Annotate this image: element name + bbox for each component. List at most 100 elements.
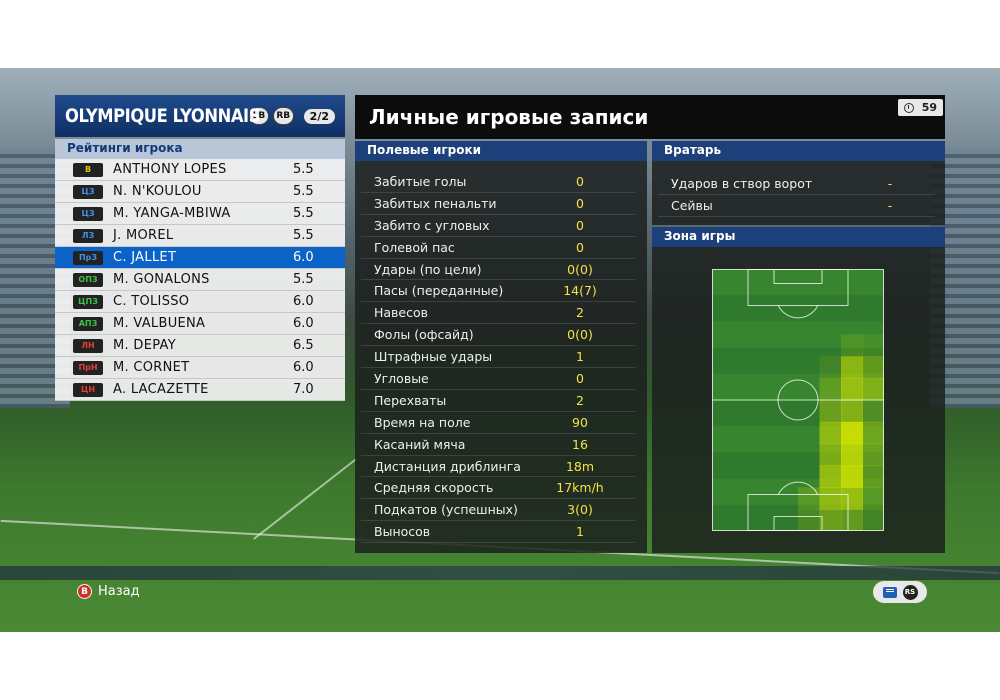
chat-control[interactable]: RS [873, 581, 927, 603]
center-circle [777, 379, 819, 421]
stat-row: Голевой пас 0 [361, 237, 635, 259]
bottom-goal-box [773, 516, 823, 531]
heatmap-cell [862, 465, 884, 488]
goalkeeper-panel: Вратарь Ударов в створ ворот - Сейвы - [652, 141, 945, 225]
stat-label: Выносов [374, 524, 431, 540]
stat-value: 14(7) [563, 283, 597, 299]
field-players-title: Полевые игроки [355, 141, 647, 161]
player-row[interactable]: ЛН M. DEPAY 6.5 [55, 335, 345, 357]
player-name: M. YANGA-MBIWA [113, 206, 231, 221]
timer: 59 [897, 99, 943, 116]
team-panel: OLYMPIQUE LYONNAIS LB RB 2/2 Рейтинги иг… [55, 95, 345, 401]
stat-row: Подкатов (успешных) 3(0) [361, 499, 635, 522]
heatmap-cell [819, 443, 842, 466]
heatmap-cell [862, 487, 884, 510]
heatmap-cell [819, 378, 842, 401]
play-zone-panel: Зона игры [652, 227, 945, 553]
team-name: OLYMPIQUE LYONNAIS [65, 105, 261, 127]
player-name: M. DEPAY [113, 338, 176, 353]
player-name: C. TOLISSO [113, 294, 190, 309]
stat-label: Голевой пас [374, 239, 455, 255]
player-row[interactable]: В ANTHONY LOPES 5.5 [55, 159, 345, 181]
player-rating: 5.5 [293, 184, 314, 199]
player-name: N. N'KOULOU [113, 184, 202, 199]
heatmap-cell [798, 487, 820, 510]
stat-label: Угловые [374, 370, 429, 386]
stat-row: Фолы (офсайд) 0(0) [361, 324, 635, 347]
records-panel: Личные игровые записи 59 Полевые игроки … [355, 95, 945, 553]
stat-label: Дистанция дриблинга [374, 458, 521, 474]
stat-value: 18m [565, 458, 595, 474]
stat-label: Средняя скорость [374, 480, 494, 496]
goalkeeper-stats-list: Ударов в створ ворот - Сейвы - [652, 161, 945, 217]
player-row[interactable]: ПрН M. CORNET 6.0 [55, 357, 345, 379]
heatmap-cell [819, 487, 842, 510]
back-control[interactable]: B Назад [77, 584, 140, 599]
position-badge: ПрН [73, 360, 103, 375]
stat-value: 2 [576, 392, 584, 408]
heatmap-cell [841, 443, 863, 466]
player-row[interactable]: АПЗ M. VALBUENA 6.0 [55, 313, 345, 335]
player-row[interactable]: ЦПЗ C. TOLISSO 6.0 [55, 291, 345, 313]
heatmap-cell [819, 465, 842, 488]
player-row[interactable]: ЛЗ J. MOREL 5.5 [55, 225, 345, 247]
stat-value: 0(0) [567, 327, 593, 343]
stat-label: Пасы (переданные) [374, 283, 504, 299]
stat-label: Забито с угловых [374, 217, 490, 233]
advertising-board [0, 566, 1000, 580]
top-penalty-arc [777, 304, 819, 319]
gk-stat-value: - [887, 198, 893, 213]
position-badge: ЦПЗ [73, 294, 103, 309]
stat-label: Удары (по цели) [374, 261, 482, 277]
stat-row: Касаний мяча 16 [361, 434, 635, 456]
rb-button[interactable]: RB [272, 107, 294, 125]
player-row[interactable]: ЦЗ M. YANGA-MBIWA 5.5 [55, 203, 345, 225]
player-row[interactable]: ПрЗ C. JALLET 6.0 [55, 247, 345, 269]
stat-value: 1 [576, 524, 584, 540]
back-label: Назад [98, 584, 140, 599]
heatmap-cell [819, 509, 842, 531]
stat-row: Штрафные удары 1 [361, 346, 635, 369]
heatmap-cell [862, 400, 884, 423]
lb-button[interactable]: LB [249, 107, 269, 125]
stat-value: 0 [576, 239, 584, 255]
position-badge: АПЗ [73, 316, 103, 331]
player-rating: 6.0 [293, 360, 314, 375]
gk-stat-label: Сейвы [671, 198, 713, 213]
gk-stat-value: - [887, 176, 893, 191]
stat-label: Навесов [374, 305, 429, 321]
pitch-stripe [712, 269, 884, 296]
heatmap-svg [712, 269, 884, 531]
stat-label: Подкатов (успешных) [374, 502, 518, 518]
stat-value: 90 [572, 414, 588, 430]
position-badge: В [73, 162, 103, 177]
player-rating: 6.0 [293, 316, 314, 331]
player-name: C. JALLET [113, 250, 177, 265]
bottom-penalty-arc [777, 481, 819, 496]
position-badge: ЛН [73, 338, 103, 353]
heatmap-cell [862, 334, 884, 357]
play-zone-title: Зона игры [652, 227, 945, 247]
timer-value: 59 [921, 101, 937, 114]
position-badge: ЦН [73, 382, 103, 397]
records-header: Личные игровые записи 59 [355, 95, 945, 139]
stat-label: Забитые голы [374, 173, 467, 189]
player-row[interactable]: ЦН A. LACAZETTE 7.0 [55, 379, 345, 401]
heatmap-cell [841, 400, 863, 423]
stat-label: Перехваты [374, 392, 447, 408]
stat-row: Средняя скорость 17km/h [361, 477, 635, 500]
gk-stat-label: Ударов в створ ворот [671, 176, 813, 191]
stat-value: 0 [576, 195, 584, 211]
heatmap-cell [862, 443, 884, 466]
stat-row: Забитых пенальти 0 [361, 193, 635, 215]
heatmap-cell [841, 509, 863, 531]
player-row[interactable]: ОПЗ M. GONALONS 5.5 [55, 269, 345, 291]
top-goal-box [773, 269, 823, 284]
player-rating: 7.0 [293, 382, 314, 397]
player-name: M. CORNET [113, 360, 190, 375]
heatmap-cell [841, 465, 863, 488]
player-row[interactable]: ЦЗ N. N'KOULOU 5.5 [55, 181, 345, 203]
heatmap [712, 269, 884, 531]
stat-row: Перехваты 2 [361, 390, 635, 412]
player-list: В ANTHONY LOPES 5.5 ЦЗ N. N'KOULOU 5.5 ЦЗ M. YA… [55, 159, 345, 401]
